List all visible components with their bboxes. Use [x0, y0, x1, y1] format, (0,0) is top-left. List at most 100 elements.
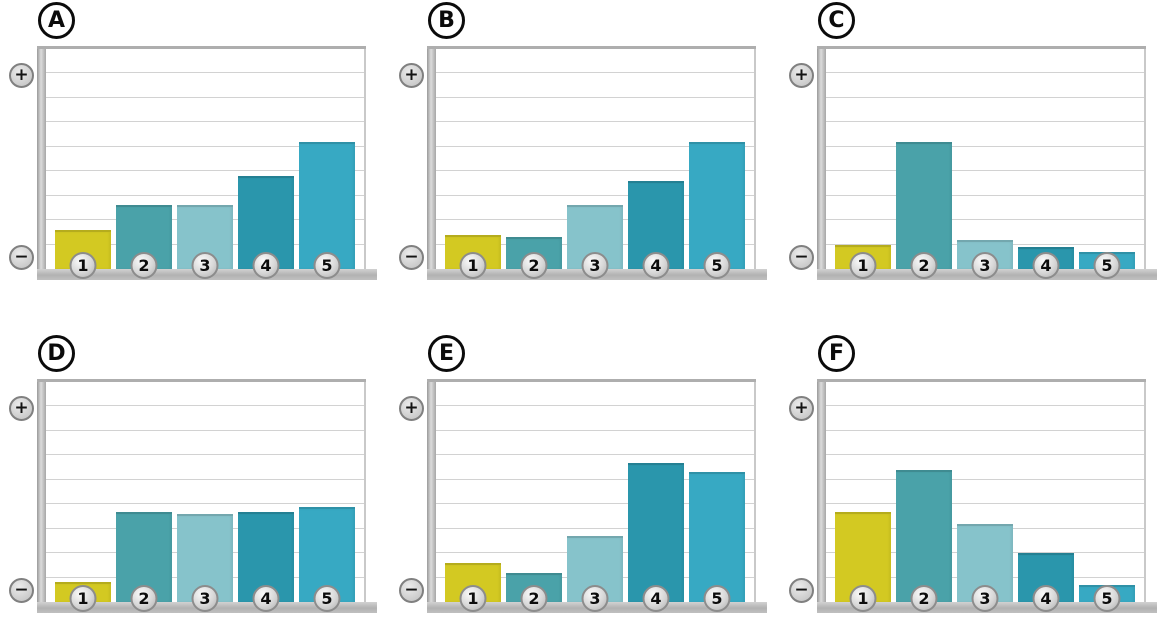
bar-5: 5: [689, 472, 745, 612]
bar-5: 5: [689, 141, 745, 279]
bar-1: 1: [835, 244, 891, 279]
minus-icon: −: [9, 245, 34, 270]
category-badge: 2: [910, 252, 938, 279]
category-badge: 2: [130, 585, 158, 612]
bar-5: 5: [1079, 251, 1135, 279]
bar-4: 4: [628, 181, 684, 279]
category-badge: 1: [459, 252, 487, 279]
chart-panel-f: F + − 1 2 3 4 5: [780, 333, 1170, 622]
category-badge: 1: [849, 252, 877, 279]
gridline: [436, 527, 754, 529]
panel-label: D: [38, 335, 75, 372]
bar-3: 3: [957, 523, 1013, 612]
panel-label: E: [428, 335, 465, 372]
gridline: [826, 405, 1144, 407]
gridline: [826, 170, 1144, 172]
category-badge: 5: [703, 252, 731, 279]
category-badge: 4: [642, 585, 670, 612]
plot-area: 1 2 3 4 5: [436, 382, 756, 612]
gridline: [46, 429, 364, 431]
chart-area: + − 1 2 3 4 5: [399, 46, 767, 280]
gridline: [826, 454, 1144, 456]
plot-area: 1 2 3 4 5: [46, 49, 366, 279]
bar-3: 3: [957, 239, 1013, 279]
gridline: [436, 96, 754, 98]
category-badge: 1: [69, 252, 97, 279]
gridline: [436, 405, 754, 407]
category-badge: 5: [313, 252, 341, 279]
gridline: [826, 121, 1144, 123]
gridline: [436, 503, 754, 505]
category-badge: 1: [459, 585, 487, 612]
gridline: [826, 96, 1144, 98]
gridline: [46, 194, 364, 196]
panel-label: B: [428, 2, 465, 39]
bar-1: 1: [445, 234, 501, 279]
y-axis-bar: [37, 49, 46, 269]
gridline: [46, 145, 364, 147]
gridline: [46, 454, 364, 456]
category-badge: 3: [191, 252, 219, 279]
chart-area: + − 1 2 3 4 5: [789, 46, 1157, 280]
gridline: [46, 170, 364, 172]
bar-1: 1: [445, 562, 501, 612]
category-badge: 3: [971, 585, 999, 612]
category-badge: 3: [581, 585, 609, 612]
category-badge: 2: [520, 585, 548, 612]
gridline: [826, 219, 1144, 221]
category-badge: 5: [703, 585, 731, 612]
gridline: [436, 145, 754, 147]
chart-panel-b: B + − 1 2 3 4 5: [390, 0, 780, 300]
bar-5: 5: [299, 506, 355, 612]
gridline: [436, 170, 754, 172]
plot-area: 1 2 3 4 5: [436, 49, 756, 279]
chart-panel-a: A + − 1 2 3 4 5: [0, 0, 390, 300]
gridline: [46, 72, 364, 74]
category-badge: 2: [520, 252, 548, 279]
bar-4: 4: [628, 462, 684, 612]
gridline: [826, 478, 1144, 480]
minus-icon: −: [789, 245, 814, 270]
bar-2: 2: [506, 572, 562, 612]
minus-icon: −: [9, 578, 34, 603]
category-badge: 3: [971, 252, 999, 279]
gridline: [46, 96, 364, 98]
bar-2: 2: [896, 141, 952, 279]
gridline: [436, 72, 754, 74]
gridline: [46, 503, 364, 505]
bar-4: 4: [1018, 247, 1074, 279]
bar-4: 4: [238, 176, 294, 279]
bar-3: 3: [567, 205, 623, 279]
category-badge: 3: [581, 252, 609, 279]
gridline: [826, 145, 1144, 147]
plus-icon: +: [399, 396, 424, 421]
gridline: [436, 454, 754, 456]
plus-icon: +: [789, 396, 814, 421]
gridline: [436, 194, 754, 196]
y-axis-bar: [817, 382, 826, 602]
chart-panel-c: C + − 1 2 3 4 5: [780, 0, 1170, 300]
plot-area: 1 2 3 4 5: [826, 382, 1146, 612]
chart-area: + − 1 2 3 4 5: [9, 379, 377, 613]
gridline: [436, 429, 754, 431]
bar-5: 5: [1079, 584, 1135, 612]
bar-2: 2: [116, 205, 172, 279]
category-badge: 3: [191, 585, 219, 612]
bar-3: 3: [177, 205, 233, 279]
chart-area: + − 1 2 3 4 5: [789, 379, 1157, 613]
chart-panel-d: D + − 1 2 3 4 5: [0, 333, 390, 622]
gridline: [826, 503, 1144, 505]
category-badge: 2: [910, 585, 938, 612]
gridline: [46, 478, 364, 480]
category-badge: 5: [1093, 252, 1121, 279]
panel-label: A: [38, 2, 75, 39]
category-badge: 5: [1093, 585, 1121, 612]
category-badge: 2: [130, 252, 158, 279]
plus-icon: +: [789, 63, 814, 88]
plus-icon: +: [9, 63, 34, 88]
plus-icon: +: [399, 63, 424, 88]
gridline: [436, 478, 754, 480]
y-axis-bar: [427, 49, 436, 269]
bar-4: 4: [238, 511, 294, 612]
